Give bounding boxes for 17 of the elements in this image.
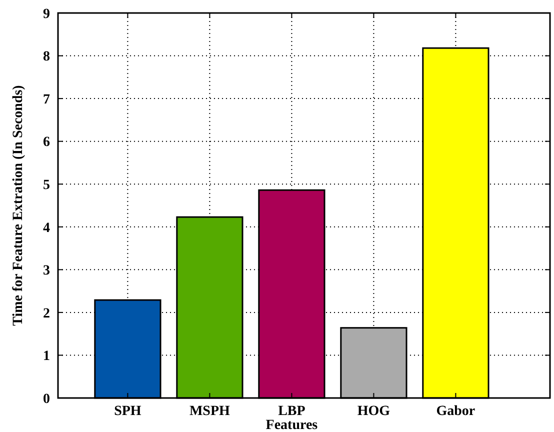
x-tick-label: Gabor xyxy=(436,404,476,419)
y-tick-label: 6 xyxy=(43,135,50,150)
y-tick-label: 3 xyxy=(43,264,50,279)
y-tick-label: 9 xyxy=(43,6,50,22)
x-tick-label: LBP xyxy=(278,404,306,419)
x-tick-label: HOG xyxy=(357,404,390,419)
y-tick-label: 5 xyxy=(43,178,50,194)
y-tick-label: 0 xyxy=(43,392,50,407)
x-axis-title: Features xyxy=(266,418,318,432)
y-tick-label: 1 xyxy=(43,349,50,364)
x-tick-label: SPH xyxy=(114,404,142,419)
y-tick-label: 8 xyxy=(43,50,50,65)
y-tick-label: 7 xyxy=(43,92,50,108)
y-axis-title: Time for Feature Extration (In Seconds) xyxy=(11,84,26,326)
y-tick-label: 4 xyxy=(43,220,50,236)
y-tick-label: 2 xyxy=(43,306,50,322)
x-tick-label: MSPH xyxy=(189,404,230,419)
